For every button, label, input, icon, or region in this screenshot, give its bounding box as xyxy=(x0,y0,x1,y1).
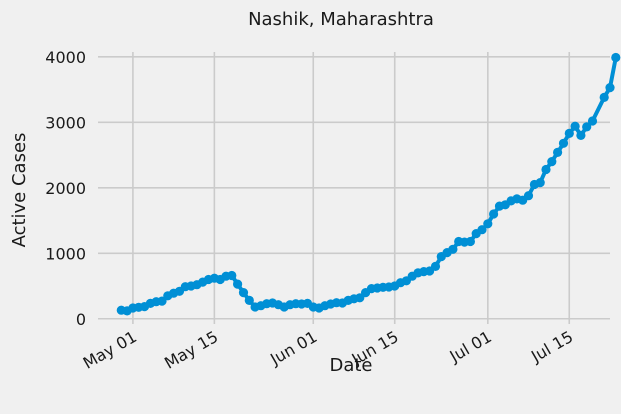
y-axis-ticks: 0 1000 2000 3000 4000 xyxy=(45,48,86,329)
series-active-cases xyxy=(116,52,621,316)
data-point xyxy=(227,270,237,281)
x-tick-label: Jul 01 xyxy=(446,327,495,366)
data-point xyxy=(477,225,487,235)
data-point xyxy=(244,295,254,305)
x-tick-label: May 01 xyxy=(80,327,140,373)
grid xyxy=(98,52,610,324)
data-point xyxy=(599,92,609,102)
y-tick-label: 2000 xyxy=(45,179,86,198)
data-point xyxy=(238,288,249,298)
x-axis-title: Date xyxy=(329,355,372,376)
y-axis-title: Active Cases xyxy=(9,133,30,248)
data-point xyxy=(558,138,569,148)
x-tick-label: Jun 01 xyxy=(266,327,320,369)
x-axis-ticks: May 01 May 15 Jun 01 Jun 15 Jul 01 Jul 15 xyxy=(80,327,577,373)
data-point xyxy=(448,244,458,254)
y-tick-label: 0 xyxy=(76,310,86,329)
y-tick-label: 1000 xyxy=(45,244,86,263)
data-point xyxy=(564,128,574,138)
x-tick-label: Jul 15 xyxy=(527,327,576,366)
data-point xyxy=(570,121,580,131)
y-tick-label: 3000 xyxy=(45,113,86,132)
data-point xyxy=(523,191,534,201)
data-point xyxy=(541,164,551,175)
data-point xyxy=(483,219,493,229)
y-tick-label: 4000 xyxy=(45,48,86,67)
data-point xyxy=(587,116,598,126)
data-point xyxy=(605,83,615,93)
data-point xyxy=(553,147,563,157)
data-point xyxy=(157,296,167,306)
data-point xyxy=(582,122,592,132)
x-tick-label: May 15 xyxy=(161,327,221,373)
data-point xyxy=(576,130,586,140)
data-point xyxy=(611,52,621,63)
data-point xyxy=(547,157,557,167)
chart-title: Nashik, Maharashtra xyxy=(248,9,434,30)
data-point xyxy=(489,209,499,219)
data-point xyxy=(535,178,545,188)
data-point xyxy=(430,261,441,271)
data-point xyxy=(465,236,475,247)
data-point xyxy=(233,279,243,289)
